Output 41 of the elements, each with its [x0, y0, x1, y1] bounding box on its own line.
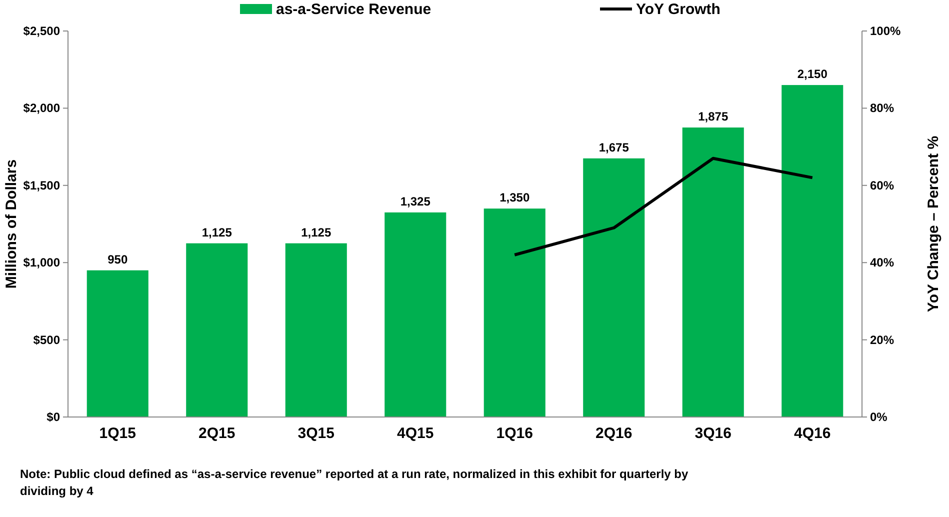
y2-tick-label: 60% — [870, 178, 894, 192]
y2-tick-label: 80% — [870, 101, 894, 116]
y2-tick-label: 40% — [870, 256, 894, 270]
x-tick-label: 2Q15 — [198, 425, 236, 442]
bar — [682, 128, 744, 417]
y-tick-label: $1,500 — [23, 178, 60, 192]
y-tick-label: $0 — [46, 410, 60, 424]
data-label: 1,875 — [698, 110, 728, 124]
data-label: 1,125 — [301, 225, 332, 240]
legend-label: as-a-Service Revenue — [276, 1, 432, 18]
bar — [583, 158, 645, 417]
x-tick-label: 1Q15 — [99, 425, 136, 442]
y-tick-label: $500 — [33, 332, 60, 347]
data-label: 2,150 — [797, 67, 828, 82]
y2-tick-label: 100% — [870, 24, 902, 38]
bar — [384, 212, 446, 417]
y2-tick-label: 0% — [870, 410, 888, 424]
y-tick-label: $2,000 — [23, 101, 60, 116]
x-tick-label: 3Q16 — [694, 425, 732, 442]
data-label: 1,325 — [400, 194, 431, 208]
y-axis-title: Millions of Dollars — [3, 159, 20, 289]
data-label: 950 — [108, 252, 128, 266]
bar — [86, 270, 148, 417]
y-tick-label: $1,000 — [23, 256, 60, 270]
x-tick-label: 1Q16 — [496, 425, 533, 442]
bar — [285, 243, 347, 417]
legend-label: YoY Growth — [636, 1, 720, 18]
data-label: 1,675 — [598, 140, 630, 154]
data-label: 1,350 — [500, 190, 530, 205]
y-tick-label: $2,500 — [23, 24, 60, 38]
x-tick-label: 4Q16 — [794, 425, 831, 442]
bar — [782, 85, 844, 417]
x-tick-label: 2Q16 — [596, 425, 632, 442]
bar — [186, 243, 248, 417]
x-tick-label: 4Q15 — [397, 425, 434, 442]
bar — [484, 208, 546, 417]
y2-tick-label: 20% — [870, 332, 894, 347]
x-tick-label: 3Q15 — [298, 425, 334, 442]
data-label: 1,125 — [202, 225, 232, 240]
text: Note: Public cloud defined as “as-a-service revenue” reported at a run rate, normalized in this exhibit for quarterly by dividing by 4 — [20, 467, 688, 498]
y2-axis-title: YoY Change – Percent % — [925, 136, 942, 312]
